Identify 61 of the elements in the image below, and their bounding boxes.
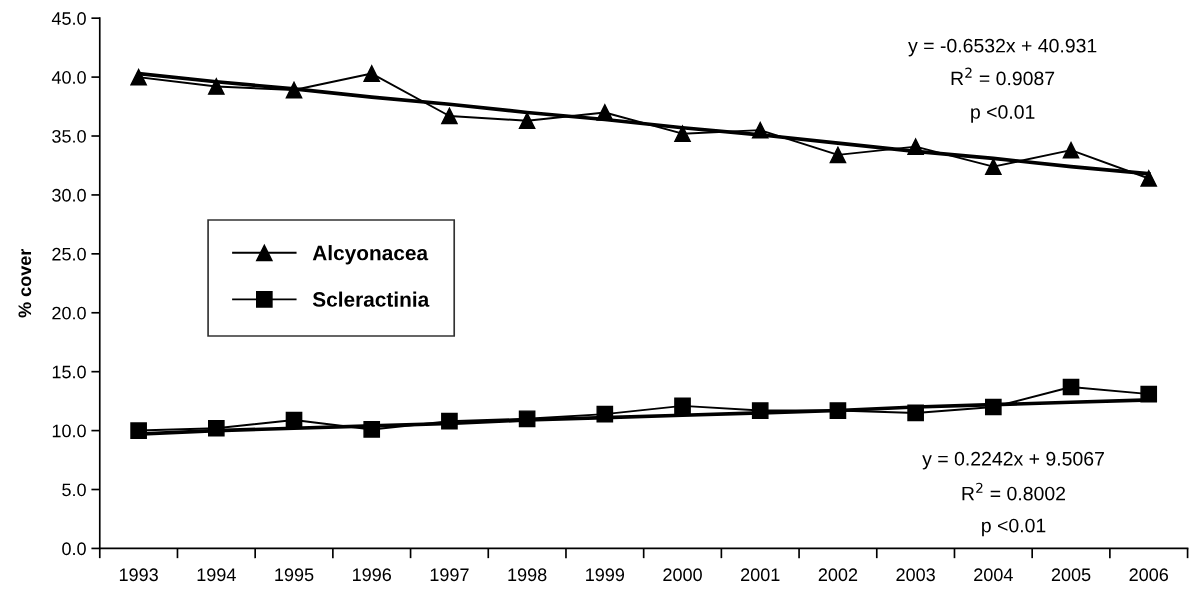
point bbox=[984, 398, 1002, 416]
x-tick-label: 2005 bbox=[1051, 568, 1091, 582]
point bbox=[130, 68, 147, 86]
point bbox=[751, 121, 769, 139]
y-tick-label: 25.0 bbox=[52, 247, 86, 261]
x-tick-label: 1999 bbox=[586, 568, 625, 582]
point bbox=[1062, 378, 1080, 396]
y-tick-label: 10.0 bbox=[52, 424, 86, 438]
point bbox=[207, 419, 225, 437]
point bbox=[285, 411, 303, 429]
point bbox=[1140, 170, 1158, 187]
y-tick-label: 35.0 bbox=[52, 129, 86, 143]
point bbox=[596, 405, 614, 423]
point bbox=[907, 404, 924, 422]
legend-label: Alcyonacea bbox=[312, 245, 429, 265]
point bbox=[207, 78, 225, 95]
point bbox=[984, 158, 1002, 175]
point bbox=[907, 138, 924, 155]
point bbox=[441, 107, 458, 125]
x-tick-label: 1996 bbox=[353, 568, 392, 582]
point bbox=[1062, 141, 1080, 159]
annotation: p <0.01 bbox=[971, 105, 1035, 123]
point bbox=[674, 125, 691, 142]
point bbox=[751, 402, 769, 419]
point bbox=[363, 421, 381, 438]
annotation: R$^{2}$ = 0.8002 bbox=[962, 482, 1066, 501]
y-axis-title: % cover bbox=[18, 248, 32, 318]
annotation: p <0.01 bbox=[982, 518, 1046, 537]
y-tick-label: 0.0 bbox=[62, 542, 86, 556]
x-tick-label: 1993 bbox=[119, 568, 158, 582]
x-tick-label: 2001 bbox=[741, 568, 780, 582]
x-tick-label: 1997 bbox=[430, 568, 469, 582]
x-tick-label: 1998 bbox=[508, 568, 547, 582]
point bbox=[285, 81, 303, 99]
x-tick-label: 2000 bbox=[663, 568, 702, 582]
x-tick-label: 1994 bbox=[197, 568, 236, 582]
point bbox=[363, 65, 381, 82]
x-tick-label: 2006 bbox=[1129, 568, 1169, 582]
y-tick-label: 40.0 bbox=[51, 71, 86, 84]
point bbox=[518, 112, 536, 130]
y-tick-label: 30.0 bbox=[52, 188, 86, 202]
point bbox=[829, 402, 847, 419]
x-tick-label: 2004 bbox=[974, 568, 1013, 582]
x-tick-label: 1995 bbox=[275, 568, 314, 582]
annotation: y = 0.2242x + 9.5067 bbox=[922, 451, 1104, 470]
annotation: y = -0.6532x + 40.931 bbox=[908, 38, 1097, 57]
y-tick-label: 15.0 bbox=[52, 365, 86, 379]
annotation: R$^{2}$ = 0.9087 bbox=[951, 67, 1055, 86]
legend-label: Scleractinia bbox=[312, 291, 430, 307]
point bbox=[674, 397, 691, 415]
point bbox=[130, 422, 147, 439]
y-tick-label: 45.0 bbox=[51, 12, 86, 25]
x-tick-label: 2003 bbox=[896, 568, 935, 582]
y-tick-label: 5.0 bbox=[62, 483, 86, 497]
point bbox=[441, 412, 458, 430]
point bbox=[829, 146, 847, 164]
y-tick-label: 20.0 bbox=[52, 306, 86, 320]
x-tick-label: 2002 bbox=[818, 568, 858, 582]
point bbox=[518, 410, 536, 428]
point bbox=[596, 104, 614, 121]
point bbox=[1140, 385, 1158, 403]
